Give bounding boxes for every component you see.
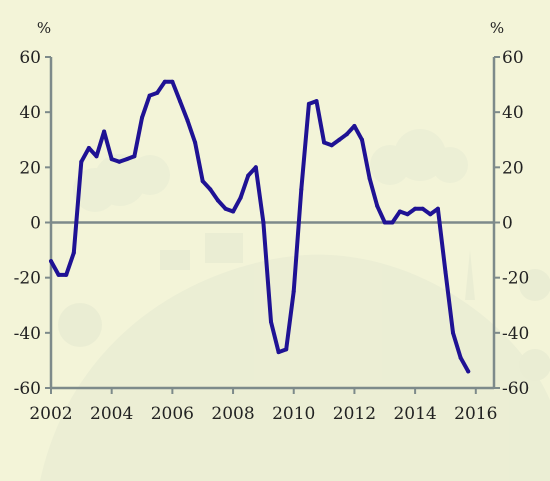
- data-point: [185, 118, 190, 123]
- x-tick-label: 2002: [29, 404, 72, 424]
- data-point: [231, 209, 236, 214]
- x-tick-label: 2014: [393, 404, 436, 424]
- data-point: [329, 143, 334, 148]
- data-point: [132, 154, 137, 159]
- data-point: [170, 79, 175, 84]
- x-tick-label: 2008: [211, 404, 254, 424]
- data-point: [337, 137, 342, 142]
- data-point: [299, 187, 304, 192]
- data-point: [109, 157, 114, 162]
- data-point: [276, 350, 281, 355]
- right-y-tick-label: 40: [502, 103, 524, 123]
- data-point: [238, 195, 243, 200]
- data-point: [405, 212, 410, 217]
- left-y-tick-label: 0: [30, 214, 41, 234]
- left-unit-label: %: [37, 19, 51, 37]
- left-y-tick-label: 40: [19, 103, 41, 123]
- data-point: [155, 90, 160, 95]
- data-point: [435, 206, 440, 211]
- right-y-tick-label: -40: [502, 324, 529, 344]
- right-y-tick-label: 60: [502, 48, 524, 68]
- right-y-tick-label: 0: [502, 214, 513, 234]
- right-unit-label: %: [490, 19, 504, 37]
- left-y-tick-label: -20: [14, 269, 41, 289]
- data-point: [71, 250, 76, 255]
- right-y-tick-label: -60: [502, 379, 529, 399]
- data-point: [466, 369, 471, 374]
- data-point: [367, 176, 372, 181]
- data-point: [208, 187, 213, 192]
- right-y-tick-label: -20: [502, 269, 529, 289]
- data-point: [200, 179, 205, 184]
- data-point: [56, 272, 61, 277]
- right-y-tick-label: 20: [502, 158, 524, 178]
- data-point: [397, 209, 402, 214]
- data-point: [86, 146, 91, 150]
- left-y-tick-label: -40: [14, 324, 41, 344]
- data-point: [178, 99, 182, 104]
- x-tick-label: 2012: [333, 404, 376, 424]
- data-point: [382, 220, 387, 225]
- data-point: [451, 330, 455, 335]
- data-point: [413, 206, 418, 211]
- data-point: [102, 129, 107, 134]
- data-point: [420, 206, 425, 211]
- data-point: [140, 115, 144, 120]
- data-point: [193, 140, 198, 145]
- data-point: [162, 79, 167, 84]
- data-point: [223, 206, 228, 211]
- data-point: [269, 319, 273, 324]
- background-illustration: [40, 129, 550, 481]
- data-point: [344, 132, 349, 137]
- data-point: [253, 165, 258, 170]
- data-point: [64, 272, 69, 277]
- data-point: [458, 355, 463, 360]
- data-point: [428, 212, 433, 217]
- data-point: [443, 270, 448, 275]
- data-point: [147, 93, 152, 98]
- data-point: [94, 154, 99, 159]
- data-point: [284, 347, 289, 352]
- data-point: [79, 159, 84, 164]
- data-point: [322, 140, 327, 145]
- data-point: [390, 220, 395, 225]
- left-y-tick-label: 20: [19, 158, 41, 178]
- data-point: [306, 101, 311, 106]
- data-point: [314, 99, 319, 104]
- data-point: [261, 220, 266, 225]
- data-point: [360, 137, 364, 142]
- x-tick-label: 2004: [90, 404, 133, 424]
- data-point: [215, 198, 220, 203]
- x-tick-label: 2006: [151, 404, 194, 424]
- data-point: [375, 203, 380, 208]
- left-y-tick-label: -60: [14, 379, 41, 399]
- data-point: [49, 259, 53, 264]
- data-point: [291, 289, 296, 294]
- left-y-tick-label: 60: [19, 48, 41, 68]
- data-point: [117, 159, 122, 164]
- data-point: [124, 157, 129, 162]
- x-tick-label: 2010: [272, 404, 315, 424]
- data-point: [246, 173, 251, 178]
- x-tick-label: 2016: [454, 404, 497, 424]
- data-point: [352, 124, 357, 128]
